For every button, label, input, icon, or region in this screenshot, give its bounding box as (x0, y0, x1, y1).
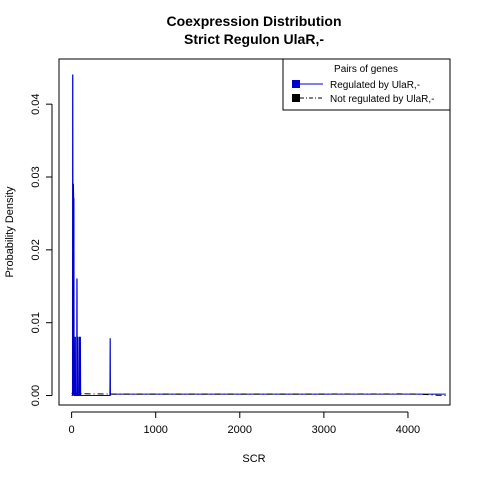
x-tick-label: 3000 (312, 424, 336, 436)
chart-subtitle: Strict Regulon UlaR,- (184, 31, 324, 47)
x-tick-label: 2000 (228, 424, 252, 436)
y-tick-label: 0.02 (30, 239, 42, 260)
x-tick-label: 4000 (396, 424, 420, 436)
legend: Pairs of genes Regulated by UlaR,- Not r… (282, 58, 451, 111)
legend-title: Pairs of genes (334, 64, 398, 75)
y-axis: 0.00 0.01 0.02 0.03 0.04 (30, 93, 53, 406)
legend-swatch-regulated (292, 80, 300, 88)
x-axis: 0 1000 2000 3000 4000 (69, 411, 420, 436)
chart-title: Coexpression Distribution (166, 13, 341, 29)
x-axis-label: SCR (242, 453, 265, 465)
x-tick-label: 0 (69, 424, 75, 436)
y-axis-label: Probability Density (4, 186, 16, 278)
legend-entry-not-regulated: Not regulated by UlaR,- (330, 94, 435, 105)
plot-area-frame (58, 58, 451, 406)
legend-swatch-not-regulated (292, 94, 300, 102)
series-line-regulated (71, 74, 446, 397)
y-tick-label: 0.03 (30, 166, 42, 187)
x-tick-label: 1000 (143, 424, 167, 436)
y-tick-label: 0.00 (30, 385, 42, 406)
y-tick-label: 0.01 (30, 312, 42, 333)
legend-entry-regulated: Regulated by UlaR,- (330, 80, 420, 91)
y-tick-label: 0.04 (30, 93, 42, 114)
series-line-not-regulated (71, 392, 446, 397)
